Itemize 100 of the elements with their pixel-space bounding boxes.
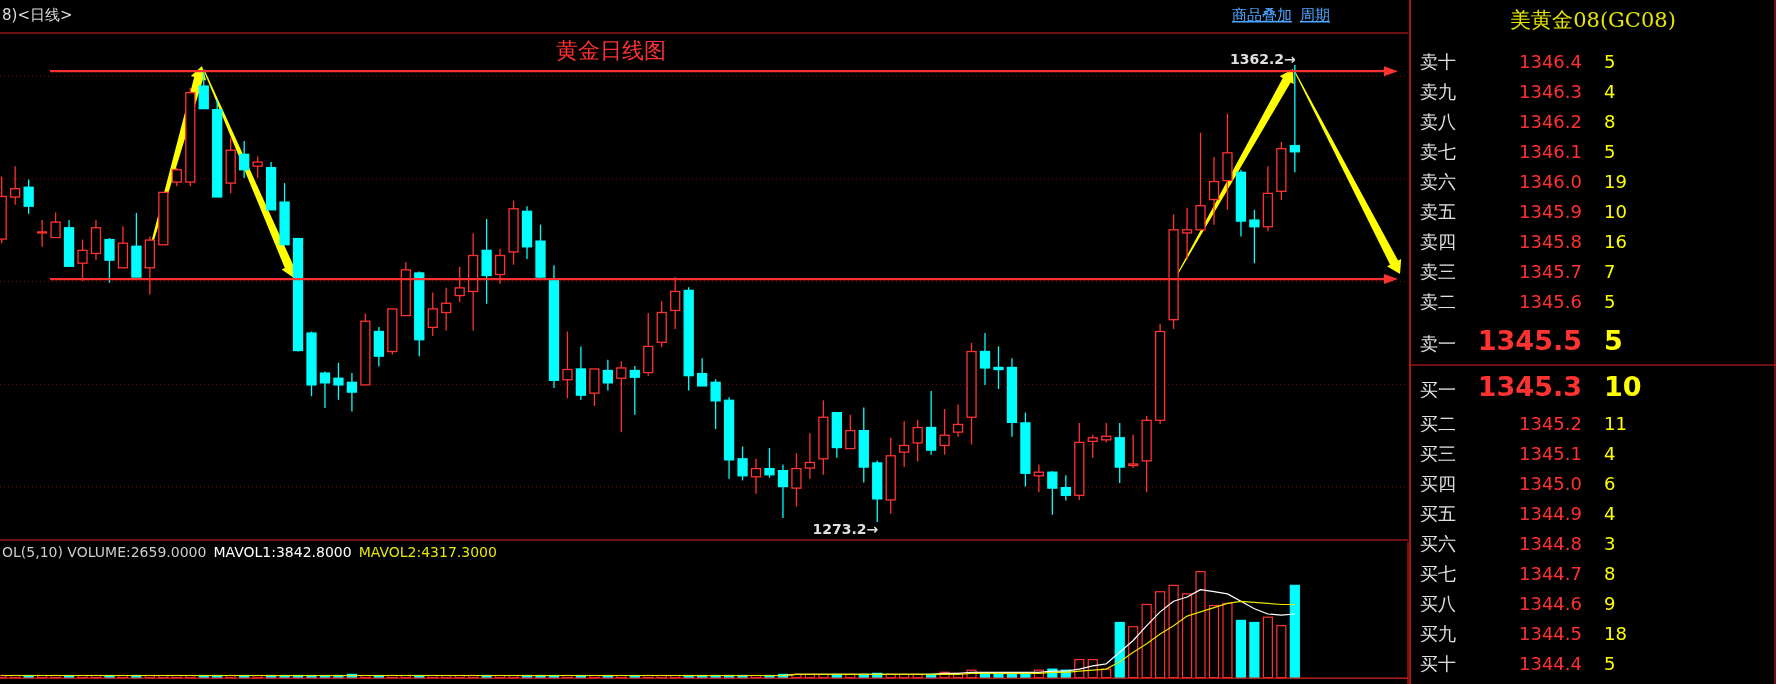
text: MAVOL1:3842.8000 xyxy=(213,544,352,560)
bar xyxy=(1155,591,1166,679)
bar xyxy=(1128,626,1139,679)
candlestick xyxy=(1249,209,1260,264)
data-label: 1345.9 xyxy=(1519,201,1582,222)
data-label: 1345.2 xyxy=(1519,413,1582,434)
data-label: 5 xyxy=(1604,325,1623,356)
candlestick xyxy=(562,330,573,399)
category-label: 买四 xyxy=(1420,473,1456,494)
bar xyxy=(1141,603,1152,679)
data-label: 11 xyxy=(1604,413,1627,434)
annotation: 1273.2→ xyxy=(812,521,879,537)
category-label: 买九 xyxy=(1420,623,1456,644)
candlestick xyxy=(899,420,910,468)
category-label: 卖二 xyxy=(1420,291,1456,312)
data-label: 1344.7 xyxy=(1519,563,1582,584)
text: 8)<日线> xyxy=(2,6,73,24)
candlestick xyxy=(979,332,991,386)
data-label: 1346.2 xyxy=(1519,111,1582,132)
candlestick xyxy=(939,408,950,456)
bar xyxy=(1249,621,1260,679)
bar xyxy=(1235,619,1247,679)
bar xyxy=(1195,571,1206,679)
candlestick xyxy=(616,360,627,433)
category-label: 买五 xyxy=(1420,503,1456,524)
candlestick xyxy=(252,155,263,179)
data-label: 1344.5 xyxy=(1519,623,1582,644)
category-label: 买三 xyxy=(1420,443,1456,464)
candlestick xyxy=(993,345,1004,390)
data-label: 1344.8 xyxy=(1519,533,1582,554)
candlestick xyxy=(710,378,721,430)
data-label: 5 xyxy=(1604,291,1616,312)
data-label: 3 xyxy=(1604,533,1616,554)
data-label: 7 xyxy=(1604,261,1616,282)
data-label: 1344.9 xyxy=(1519,503,1582,524)
data-label: 1345.3 xyxy=(1477,371,1582,402)
candlestick xyxy=(602,359,613,392)
data-label: 1345.8 xyxy=(1519,231,1582,252)
candlestick xyxy=(1060,474,1071,502)
data-label: 5 xyxy=(1604,653,1616,674)
candlestick xyxy=(737,445,748,482)
bar xyxy=(1276,625,1287,679)
bar xyxy=(1262,616,1273,679)
candlestick xyxy=(764,447,775,479)
candlestick xyxy=(427,291,438,337)
category-label: 卖九 xyxy=(1420,81,1456,102)
candlestick xyxy=(1289,64,1300,173)
bar xyxy=(1168,584,1179,679)
candlestick xyxy=(36,219,48,248)
candlestick xyxy=(845,414,856,450)
data-label: 1345.6 xyxy=(1519,291,1582,312)
candlestick xyxy=(777,463,789,519)
candlestick xyxy=(750,458,762,495)
candlestick xyxy=(1128,434,1139,469)
category-label: 卖三 xyxy=(1420,261,1456,282)
bar xyxy=(1208,604,1220,679)
candlestick xyxy=(925,390,937,456)
data-label: 4 xyxy=(1604,443,1616,464)
data-label: 8 xyxy=(1604,563,1616,584)
candlestick xyxy=(346,372,358,413)
data-label: 4 xyxy=(1604,81,1616,102)
bar xyxy=(1181,593,1193,679)
data-label: 1345.0 xyxy=(1519,473,1582,494)
candlestick xyxy=(696,357,708,387)
candlestick xyxy=(10,165,21,206)
data-label: 1346.1 xyxy=(1519,141,1582,162)
data-label: 8 xyxy=(1604,111,1616,132)
candlestick xyxy=(50,211,61,239)
category-label: 买一 xyxy=(1420,379,1456,400)
data-label: 16 xyxy=(1604,231,1627,252)
data-label: 5 xyxy=(1604,51,1616,72)
data-label: 18 xyxy=(1604,623,1627,644)
data-label: 1346.0 xyxy=(1519,171,1582,192)
data-label: 1344.4 xyxy=(1519,653,1582,674)
annotation: 1362.2→ xyxy=(1230,51,1297,67)
category-label: 卖五 xyxy=(1420,201,1456,222)
category-label: 卖七 xyxy=(1420,141,1456,162)
candlestick xyxy=(333,362,344,401)
data-label: 1344.6 xyxy=(1519,593,1582,614)
data-label: 5 xyxy=(1604,141,1616,162)
text: 商品叠加 xyxy=(1232,6,1292,24)
category-label: 买七 xyxy=(1420,563,1456,584)
candlestick xyxy=(239,140,250,179)
text: MAVOL2:4317.3000 xyxy=(358,544,497,560)
category-label: 买八 xyxy=(1420,593,1456,614)
category-label: 卖八 xyxy=(1420,111,1456,132)
candlestick xyxy=(629,365,640,416)
category-label: 卖六 xyxy=(1420,171,1456,192)
data-label: 1346.3 xyxy=(1519,81,1582,102)
candlestick xyxy=(441,287,452,332)
data-label: 10 xyxy=(1604,371,1642,402)
candlestick xyxy=(23,178,34,215)
data-label: 10 xyxy=(1604,201,1627,222)
candlestick xyxy=(1208,156,1220,226)
category-label: 买十 xyxy=(1420,653,1456,674)
candlestick xyxy=(104,237,115,284)
category-label: 买二 xyxy=(1420,413,1456,434)
data-label: 1346.4 xyxy=(1519,51,1582,72)
data-label: 9 xyxy=(1604,593,1616,614)
data-label: 4 xyxy=(1604,503,1616,524)
